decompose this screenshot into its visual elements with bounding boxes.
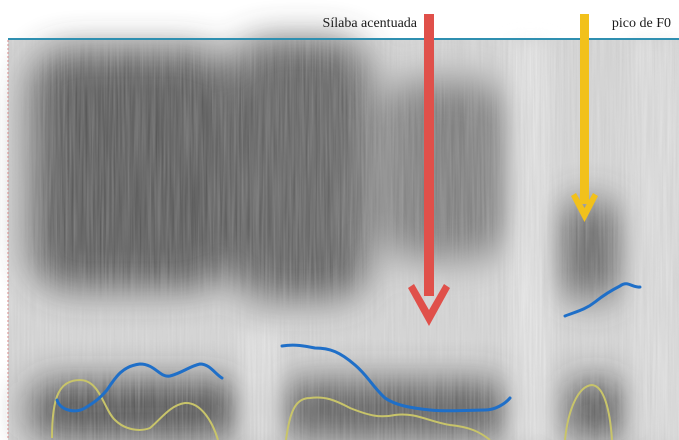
- stressed-syllable-arrow: [408, 14, 450, 326]
- intensity-contour: [51, 378, 613, 440]
- f0-peak-arrow: [571, 14, 598, 222]
- stressed-syllable-label: Sílaba acentuada: [322, 16, 417, 31]
- pitch-contour: [55, 282, 642, 413]
- f0-peak-label: pico de F0: [611, 16, 671, 31]
- spectrogram-texture: [8, 40, 679, 440]
